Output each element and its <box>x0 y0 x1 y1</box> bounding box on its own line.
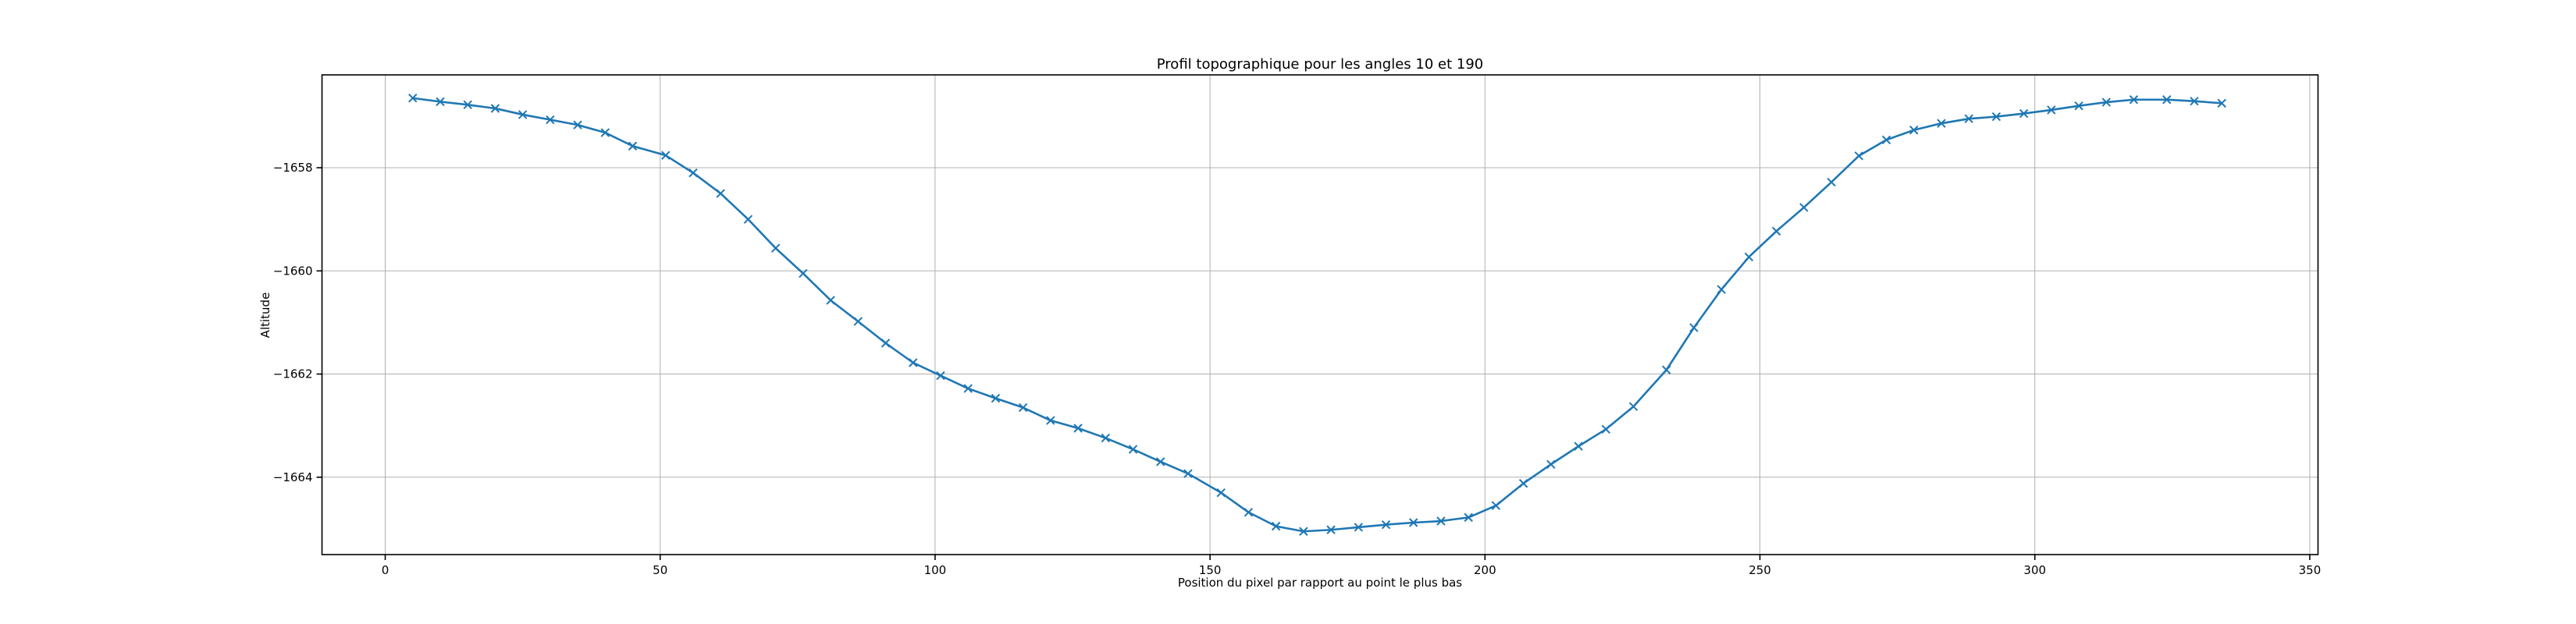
data-point <box>1854 151 1864 161</box>
series-line <box>412 97 2222 533</box>
series-polyline <box>412 97 2222 533</box>
data-point <box>716 189 725 198</box>
x-tick-label: 0 <box>382 563 390 577</box>
data-point <box>408 94 418 103</box>
data-point <box>1744 252 1754 262</box>
chart-title: Profil topographique pour les angles 10 … <box>1157 56 1483 73</box>
data-point <box>600 128 610 137</box>
data-point <box>1628 402 1638 411</box>
data-point <box>1183 469 1193 478</box>
y-tick-label: −1664 <box>273 470 313 484</box>
data-point <box>1601 424 1610 434</box>
data-point <box>1046 416 1055 425</box>
x-tick-label: 100 <box>924 563 947 577</box>
data-point <box>2074 101 2083 111</box>
data-point <box>1299 526 1308 536</box>
data-point <box>853 317 863 326</box>
data-point <box>799 268 808 278</box>
data-point <box>826 296 835 305</box>
data-point <box>436 97 445 107</box>
data-point <box>1128 445 1138 454</box>
data-point <box>628 141 638 151</box>
data-point <box>1771 226 1781 236</box>
data-point <box>688 168 698 178</box>
data-point <box>1244 508 1254 517</box>
data-point <box>2190 97 2199 106</box>
data-point <box>1717 285 1726 294</box>
data-point <box>881 339 891 348</box>
data-point <box>518 110 528 119</box>
x-tick-label: 250 <box>1749 563 1771 577</box>
data-point <box>1964 114 1973 123</box>
data-point <box>463 100 472 110</box>
data-point <box>1827 177 1836 187</box>
data-point <box>1409 518 1418 527</box>
data-point <box>1546 459 1556 469</box>
data-point <box>936 370 945 381</box>
data-point <box>2019 108 2029 119</box>
y-tick-label: −1662 <box>273 367 313 381</box>
data-point <box>1381 519 1391 530</box>
data-point <box>2047 105 2056 115</box>
data-point <box>1436 516 1446 526</box>
x-tick-label: 200 <box>1474 563 1496 577</box>
x-tick-label: 350 <box>2299 563 2322 577</box>
data-point <box>1073 424 1083 433</box>
data-point <box>1937 119 1946 128</box>
data-point <box>1909 126 1919 135</box>
data-point <box>1354 523 1364 532</box>
data-point <box>1464 512 1473 523</box>
data-point <box>2129 95 2139 105</box>
data-point <box>1689 323 1699 332</box>
data-point <box>1518 479 1528 488</box>
data-point <box>1491 501 1501 510</box>
data-point <box>743 214 753 224</box>
data-point <box>2101 98 2112 107</box>
data-point <box>1216 488 1226 498</box>
data-point <box>1799 203 1809 212</box>
axis-ticks: 0 50 100 150 200 250 300 350 −1658 −1660 −1662 −166… <box>273 161 2322 577</box>
data-point <box>909 358 918 367</box>
data-point <box>573 120 582 129</box>
data-point <box>1156 457 1165 466</box>
plot-frame <box>321 74 2319 555</box>
data-point <box>2217 98 2226 108</box>
grid-lines <box>322 75 2318 555</box>
y-tick-label: −1660 <box>273 264 313 278</box>
x-tick-label: 50 <box>653 563 667 577</box>
data-point <box>661 151 671 160</box>
data-point <box>1662 365 1671 374</box>
series-markers <box>408 94 2226 536</box>
data-point <box>770 243 781 253</box>
data-point <box>490 104 500 113</box>
data-point <box>2162 95 2172 105</box>
data-point <box>1271 521 1281 531</box>
y-axis-label: Altitude <box>258 292 272 339</box>
data-point <box>991 393 1001 403</box>
data-point <box>1881 135 1891 145</box>
x-tick-label: 300 <box>2023 563 2046 577</box>
data-point <box>1018 402 1028 413</box>
data-point <box>1101 433 1110 443</box>
data-point <box>1991 112 2001 122</box>
data-point <box>1574 441 1583 451</box>
data-point <box>1326 525 1336 534</box>
x-tick-label: 150 <box>1199 563 1222 577</box>
x-axis-label: Position du pixel par rapport au point l… <box>1178 576 1462 590</box>
data-point <box>546 115 555 125</box>
y-tick-label: −1658 <box>273 161 313 175</box>
data-point <box>963 384 973 393</box>
